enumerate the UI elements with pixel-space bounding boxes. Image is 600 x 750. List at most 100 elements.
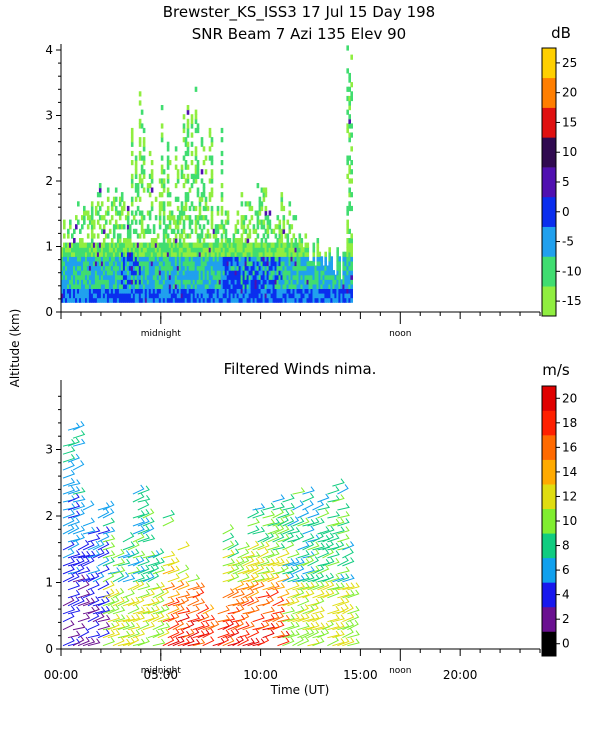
snr-cell: [134, 228, 138, 234]
snr-cell: [208, 288, 212, 294]
snr-cell: [168, 265, 172, 271]
snr-cell: [214, 283, 218, 289]
snr-cell: [168, 201, 172, 207]
wind-barb: [242, 596, 255, 607]
snr-cell: [110, 293, 114, 299]
wind-barb: [162, 558, 176, 567]
wind-barb: [342, 557, 355, 567]
snr-cell: [244, 256, 248, 262]
snr-cell: [204, 279, 208, 285]
snr-cell: [182, 228, 186, 234]
wind-barb: [247, 588, 260, 599]
snr-cell: [248, 265, 252, 271]
snr-cell: [112, 274, 116, 280]
snr-cell: [120, 288, 124, 294]
snr-cell: [258, 297, 262, 303]
snr-cell: [220, 283, 224, 289]
snr-cell: [104, 242, 108, 248]
snr-cell: [63, 224, 66, 230]
snr-cell: [86, 270, 90, 276]
snr-cell: [85, 242, 88, 248]
snr-cell: [114, 288, 118, 294]
snr-cell: [272, 297, 276, 303]
wind-barb: [142, 524, 155, 535]
colorbar-label: -10: [562, 264, 582, 278]
snr-cell: [280, 288, 284, 294]
wind-barb: [347, 630, 360, 639]
wind-barb: [297, 549, 310, 559]
wind-barb: [147, 563, 160, 575]
snr-cell: [244, 270, 248, 276]
colorbar-swatch: [542, 410, 556, 436]
wind-barb: [302, 589, 315, 599]
snr-cell: [140, 164, 144, 170]
snr-cell: [348, 187, 351, 193]
snr-cell: [230, 247, 234, 253]
snr-cell: [290, 265, 294, 271]
snr-cell: [286, 260, 290, 267]
wind-barb: [72, 495, 86, 503]
snr-cell: [196, 274, 200, 280]
snr-cell: [188, 270, 192, 276]
wind-barb: [72, 533, 85, 543]
snr-cell: [216, 247, 220, 253]
snr-cell: [266, 228, 270, 234]
snr-cell: [162, 201, 166, 207]
wind-barb: [272, 630, 286, 639]
snr-cell: [196, 297, 200, 303]
snr-cell: [326, 270, 329, 276]
snr-cell: [79, 247, 82, 253]
snr-cell: [304, 279, 308, 285]
snr-cell: [142, 127, 146, 134]
snr-cell: [216, 288, 220, 294]
snr-cell: [148, 173, 152, 179]
snr-cell: [226, 219, 230, 225]
snr-cell: [160, 192, 164, 198]
snr-cell: [63, 288, 66, 294]
wind-barb: [157, 628, 170, 639]
wind-barb: [222, 566, 236, 575]
snr-cell: [218, 279, 222, 285]
snr-cell: [128, 260, 132, 267]
wind-barb: [267, 587, 279, 599]
snr-cell: [268, 224, 272, 230]
colorbar-swatch: [542, 226, 556, 257]
snr-cell: [194, 127, 198, 134]
snr-cell: [158, 288, 162, 294]
snr-cell: [252, 283, 256, 289]
snr-cell: [202, 187, 206, 193]
y-tick-label: 3: [45, 109, 53, 123]
wind-barb: [107, 604, 120, 615]
snr-cell: [274, 247, 278, 253]
wind-barb: [77, 636, 90, 647]
snr-cell: [142, 155, 146, 161]
snr-cell: [168, 251, 172, 257]
snr-cell: [320, 279, 324, 285]
snr-cell: [346, 297, 349, 303]
snr-cell: [182, 183, 186, 189]
snr-cell: [344, 251, 347, 257]
snr-cell: [118, 238, 122, 244]
snr-cell: [158, 201, 162, 207]
snr-cell: [136, 256, 140, 262]
snr-cell: [302, 251, 306, 257]
wind-barb: [307, 628, 320, 639]
snr-cell: [218, 256, 222, 262]
snr-cell: [182, 123, 186, 129]
snr-cell: [246, 233, 250, 239]
snr-cell: [150, 274, 154, 280]
snr-cell: [286, 274, 290, 280]
snr-cell: [170, 288, 174, 294]
snr-cell: [276, 265, 280, 271]
snr-cell: [140, 123, 144, 129]
wind-barb: [232, 604, 245, 615]
snr-cell: [92, 256, 96, 262]
snr-cell: [172, 288, 176, 294]
snr-cell: [154, 288, 158, 294]
snr-cell: [152, 247, 156, 253]
snr-cell: [162, 274, 166, 280]
snr-cell: [178, 215, 182, 221]
wind-barb: [252, 541, 265, 551]
snr-cell: [122, 283, 126, 289]
snr-cell: [130, 297, 134, 303]
